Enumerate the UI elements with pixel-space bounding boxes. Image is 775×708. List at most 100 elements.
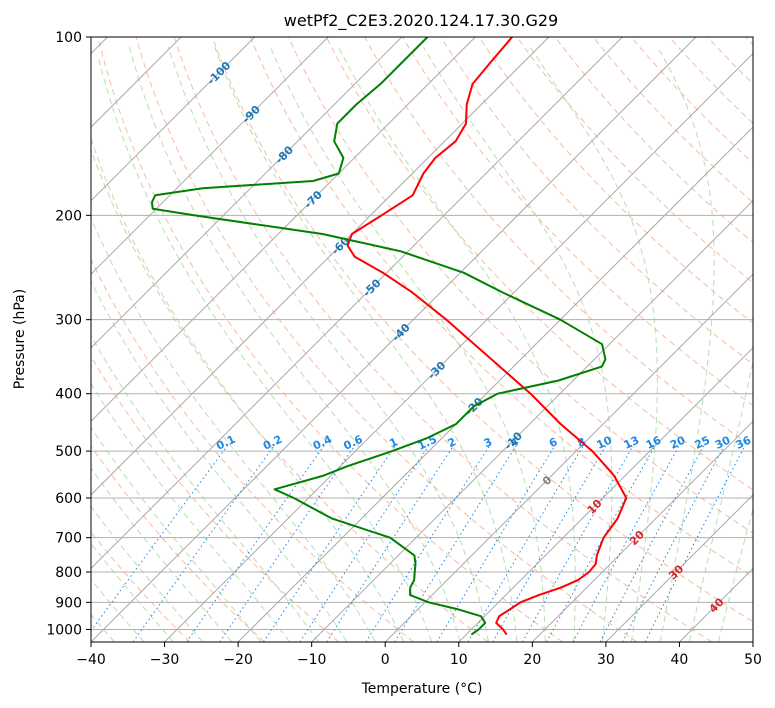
moist-adiabat-line	[657, 46, 715, 642]
isotherm-label: 20	[627, 528, 647, 548]
isotherm-line	[91, 37, 256, 202]
x-tick-label: 20	[523, 652, 541, 668]
moist-adiabat-line	[529, 46, 658, 642]
mixing-ratio-lines	[91, 445, 746, 642]
dewpoint-profile-line	[151, 37, 607, 636]
isotherm-line	[752, 641, 753, 642]
y-tick-label: 100	[55, 30, 82, 46]
x-tick-label: 0	[381, 652, 390, 668]
mixing-ratio-line	[467, 445, 584, 642]
dry-adiabat-line	[745, 37, 753, 46]
isotherm-label: -40	[390, 321, 413, 344]
dry-adiabat-line	[326, 37, 753, 491]
mixing-ratio-line	[599, 445, 705, 642]
isotherm-line	[531, 420, 753, 642]
dry-adiabat-line	[91, 531, 191, 642]
mixing-ratio-line	[263, 445, 396, 642]
moist-adiabat-line	[128, 46, 461, 642]
mixing-ratio-line	[546, 445, 656, 642]
dry-adiabat-line	[211, 37, 753, 623]
dry-adiabat-line	[135, 37, 638, 642]
dry-adiabat-line	[592, 37, 753, 204]
dry-adiabat-line	[249, 37, 753, 578]
y-tick-label: 500	[55, 444, 82, 460]
temperature-profile-line	[346, 37, 628, 636]
moist-adiabat-line	[717, 507, 753, 642]
moist-adiabat-line	[91, 280, 348, 642]
isotherm-label: -80	[273, 143, 296, 166]
x-tick-label: 50	[744, 652, 762, 668]
axes: −40 −30 −20 −10 0 10 20 30 40 5010020030040050060…	[46, 30, 762, 668]
dry-adiabat-line	[669, 37, 753, 125]
background-grid: 0.1 0.2 0.4 0.6 1 1.5 2 3 4 6 8 10 13 16 20 25 30 36-100-…	[91, 37, 754, 642]
isotherm-line	[91, 37, 697, 642]
isotherm-line	[458, 347, 753, 642]
y-tick-label: 300	[55, 313, 82, 329]
dry-adiabat-line	[97, 37, 563, 642]
moist-adiabat-line	[91, 334, 319, 642]
mixing-ratio-label: 20	[668, 433, 688, 451]
data-series	[151, 37, 628, 636]
mixing-ratio-line	[492, 445, 607, 642]
moist-adiabat-line	[91, 542, 174, 642]
isotherm-line	[164, 52, 753, 642]
moist-adiabat-line	[91, 382, 290, 642]
chart-title: wetPf2_C2E3.2020.124.17.30.G29	[284, 11, 558, 31]
moist-adiabat-line	[91, 505, 203, 642]
mixing-ratio-line	[572, 445, 680, 642]
y-tick-label: 1000	[46, 622, 82, 638]
moist-adiabat-line	[91, 216, 376, 642]
mixing-ratio-label: 0.2	[261, 433, 284, 453]
dry-adiabat-line	[478, 37, 753, 324]
isotherm-line	[605, 494, 753, 642]
isotherm-line	[384, 273, 753, 642]
dry-adiabat-line	[516, 37, 753, 284]
moist-adiabat-line	[97, 56, 433, 642]
moist-adiabat-line	[91, 467, 232, 642]
mixing-ratio-label: 0.6	[342, 433, 365, 453]
dry-adiabat-line	[173, 37, 713, 642]
x-axis-title: Temperature (°C)	[361, 681, 483, 697]
isotherm-line	[91, 37, 329, 275]
moist-adiabat-line	[269, 46, 546, 642]
mixing-ratio-label: 0.4	[311, 433, 334, 453]
moist-adiabat-line	[91, 136, 404, 642]
mixing-ratio-line	[299, 445, 430, 642]
dry-adiabat-line	[630, 37, 753, 164]
moist-adiabat-line	[214, 46, 518, 642]
mixing-ratio-label: 16	[644, 433, 664, 451]
y-tick-label: 900	[55, 595, 82, 611]
isotherm-line	[237, 126, 753, 642]
isotherms	[91, 37, 753, 642]
isotherm-label: 40	[707, 595, 727, 615]
moist-adiabat-line	[91, 426, 261, 642]
plot-frame	[90, 36, 754, 643]
x-tick-label: −10	[297, 652, 327, 668]
mixing-ratio-label: 10	[595, 433, 615, 451]
y-axis-title: Pressure (hPa)	[12, 289, 28, 389]
mixing-ratio-label: 13	[622, 434, 641, 452]
mixing-ratio-line	[522, 445, 634, 642]
y-tick-label: 800	[55, 565, 82, 581]
moist-adiabat-line	[688, 359, 753, 642]
mixing-ratio-line	[186, 445, 325, 642]
x-tick-label: 40	[671, 652, 689, 668]
mixing-ratio-line	[436, 445, 556, 642]
isotherm-line	[679, 567, 753, 642]
mixing-ratio-label: 36	[734, 433, 754, 451]
moist-adiabat-line	[338, 46, 576, 642]
isotherm-line	[91, 37, 403, 349]
x-tick-label: 30	[597, 652, 615, 668]
mixing-ratio-line	[394, 445, 517, 642]
x-tick-label: −40	[76, 652, 106, 668]
y-tick-label: 700	[55, 531, 82, 547]
dry-adiabat-line	[91, 148, 489, 642]
mixing-ratio-label: 30	[713, 433, 733, 451]
moist-adiabat-line	[423, 46, 613, 642]
isotherm-line	[311, 199, 753, 642]
mixing-ratio-label: 25	[693, 434, 712, 452]
mixing-ratio-line	[365, 445, 490, 642]
isotherm-label: -90	[240, 103, 263, 126]
mixing-ratio-label: 6	[547, 435, 560, 450]
